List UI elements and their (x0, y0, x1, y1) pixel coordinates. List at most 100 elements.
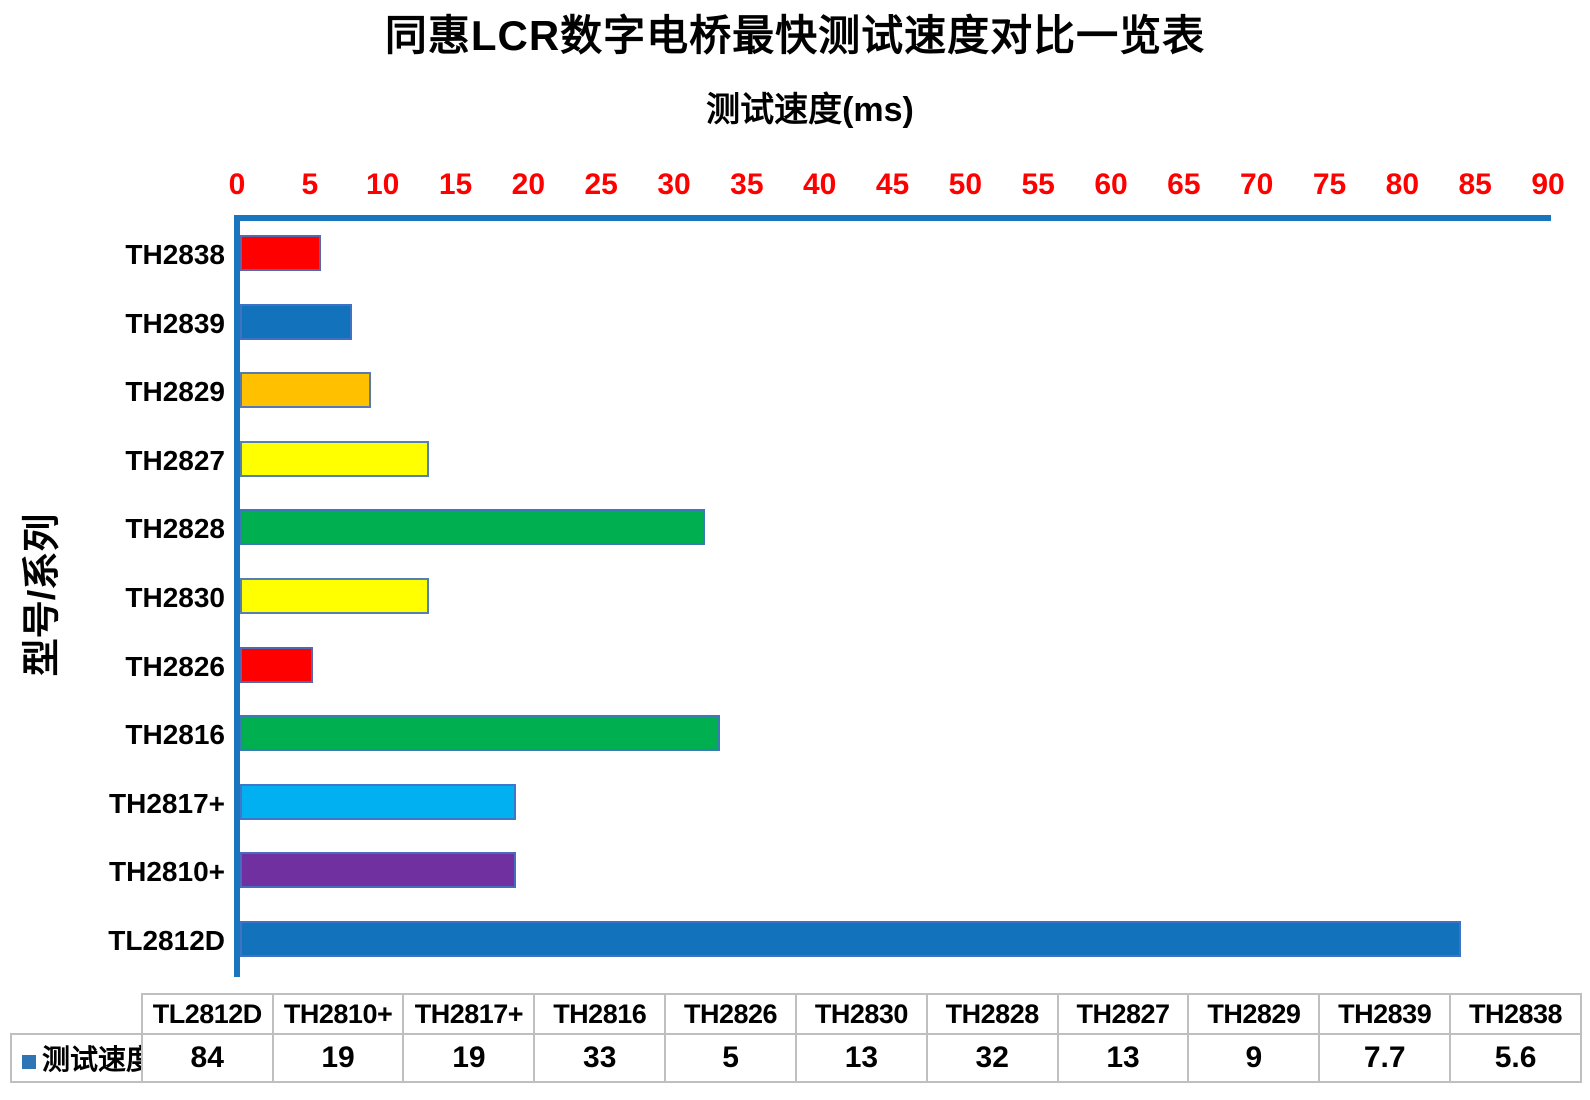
x-tick-label: 25 (584, 168, 618, 201)
bar-track (240, 646, 1548, 687)
bar-track (240, 235, 1548, 275)
chart-row: TH2816 (0, 701, 1548, 770)
x-tick-label: 80 (1385, 168, 1420, 201)
x-tick-label: 50 (948, 168, 983, 201)
x-tick-label: 15 (438, 168, 473, 201)
x-axis-line (234, 215, 1551, 221)
table-col-header: TL2812D (140, 993, 274, 1035)
table-value-cell: 5.6 (1449, 1033, 1582, 1083)
bar-TH2826 (240, 646, 313, 683)
category-label: TH2827 (125, 444, 225, 476)
table-col-header: TH2828 (925, 993, 1059, 1035)
category-label: TH2828 (125, 513, 225, 545)
category-label: TH2810+ (109, 856, 225, 888)
category-label: TH2829 (125, 376, 225, 408)
bar-TH2816 (240, 715, 720, 752)
table-value-cell: 9 (1187, 1033, 1321, 1083)
x-tick-label: 70 (1239, 168, 1274, 201)
y-axis-line (234, 215, 240, 977)
category-label: TL2812D (108, 924, 225, 956)
table-col-header: TH2829 (1187, 993, 1321, 1035)
table-value-cell: 19 (271, 1033, 405, 1083)
chart-title: 同惠LCR数字电桥最快测试速度对比一览表 (384, 12, 1206, 59)
bar-track (240, 852, 1548, 892)
table-corner-cell (11, 994, 142, 1034)
x-tick-label: 10 (365, 168, 400, 201)
series-legend-label: 测试速度(ms) (42, 1044, 140, 1075)
y-axis-title: 型号/系列 (21, 513, 64, 677)
chart-row: TH2817+ (0, 769, 1548, 838)
x-axis-title: 测试速度(ms) (706, 91, 914, 129)
category-label: TH2817+ (109, 787, 225, 819)
chart-row: TH2828 (0, 495, 1548, 564)
category-label: TH2816 (125, 719, 225, 751)
x-tick-label: 5 (301, 168, 319, 201)
bar-track (240, 920, 1548, 961)
chart-row: TH2810+ (0, 838, 1548, 907)
bar-TH2830 (240, 578, 429, 614)
table-col-header: TH2826 (664, 993, 797, 1035)
x-tick-label: 20 (511, 168, 546, 201)
bar-track (240, 303, 1548, 344)
bar-TH2839 (240, 303, 352, 340)
x-tick-label: 40 (802, 168, 837, 201)
x-axis-ticks: 0 5 10 15 20 25 30 35 40 45 50 55 60 65 70 75 80 85 90 (229, 168, 1565, 204)
chart-row: TH2829 (0, 358, 1548, 427)
bar-track (240, 509, 1548, 549)
x-tick-label: 55 (1021, 168, 1055, 201)
table-row-label-cell: 测试速度(ms) (10, 1033, 143, 1083)
x-tick-label: 75 (1312, 168, 1347, 201)
table-value-cell: 32 (925, 1033, 1059, 1083)
table-value-cell: 84 (140, 1033, 274, 1083)
category-label: TH2839 (125, 307, 225, 339)
table-value-cell: 7.7 (1318, 1033, 1452, 1083)
bar-TH2829 (240, 372, 371, 409)
table-value-cell: 5 (664, 1033, 797, 1083)
data-table: TL2812D TH2810+ TH2817+ TH2816 TH2826 TH2830 T… (10, 993, 1582, 1083)
table-value-cell: 13 (1056, 1033, 1190, 1083)
table-col-header: TH2810+ (271, 993, 405, 1035)
bar-track (240, 440, 1548, 481)
x-tick-label: 45 (875, 168, 910, 201)
bar-track (240, 578, 1548, 618)
bar-track (240, 372, 1548, 412)
x-tick-label: 65 (1167, 168, 1201, 201)
plot-rows: TH2838 TH2839 TH2829 TH2827 TH2828 TH2830 TH28… (0, 221, 1548, 975)
chart-row: TH2826 (0, 632, 1548, 701)
x-tick-label: 85 (1458, 168, 1492, 201)
bar-TH2828 (240, 509, 706, 546)
category-label: TH2830 (125, 582, 225, 613)
table-col-header: TH2838 (1449, 993, 1582, 1035)
category-label: TH2838 (125, 239, 225, 271)
bar-TH2817+ (240, 783, 517, 820)
table-col-header: TH2830 (794, 993, 928, 1035)
x-tick-label: 0 (228, 168, 246, 201)
chart-row: TH2838 (0, 221, 1548, 290)
table-col-header: TH2817+ (402, 993, 536, 1035)
bar-track (240, 783, 1548, 824)
bar-track (240, 715, 1548, 755)
table-col-header: TH2827 (1056, 993, 1190, 1035)
category-label: TH2826 (125, 650, 225, 682)
table-header-row: TL2812D TH2810+ TH2817+ TH2816 TH2826 TH2830 T… (11, 993, 1582, 1035)
chart-row: TH2839 (0, 290, 1548, 359)
legend-marker-icon (22, 1055, 36, 1069)
chart-row: TL2812D (0, 906, 1548, 975)
table-col-header: TH2816 (533, 993, 667, 1035)
table-value-cell: 13 (794, 1033, 928, 1083)
table-value-cell: 19 (402, 1033, 536, 1083)
x-tick-label: 90 (1531, 168, 1565, 201)
table-col-header: TH2839 (1318, 993, 1452, 1035)
table-value-cell: 33 (533, 1033, 667, 1083)
bar-TL2812D (240, 920, 1461, 957)
bar-TH2810+ (240, 852, 517, 889)
x-tick-label: 35 (730, 168, 764, 201)
x-tick-label: 60 (1094, 168, 1128, 201)
bar-TH2838 (240, 235, 322, 272)
chart-row: TH2830 (0, 564, 1548, 633)
bar-TH2827 (240, 440, 429, 477)
chart-row: TH2827 (0, 427, 1548, 496)
x-tick-label: 30 (657, 168, 691, 201)
